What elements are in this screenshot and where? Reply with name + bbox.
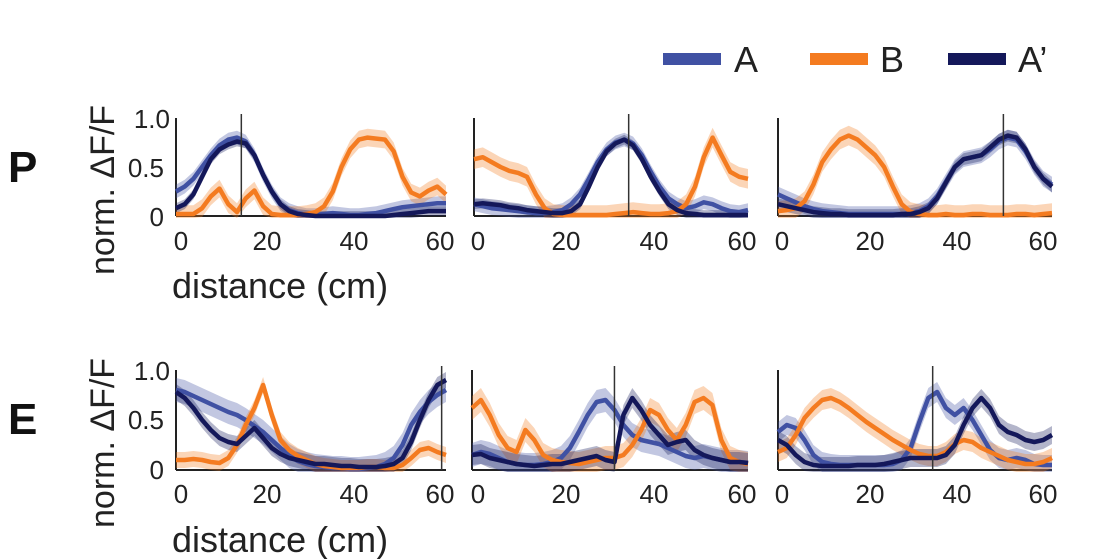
x-tick-label: 20 [856,479,885,509]
series-line-a-prime [776,395,1054,469]
x-tick-label: 40 [640,479,669,509]
x-ticks-p: 0 20 40 60 0 20 40 60 0 20 40 60 [174,226,1058,256]
x-tick-label: 20 [552,226,581,256]
x-tick-label: 20 [856,226,885,256]
panel-p-3 [777,114,1054,218]
error-band-b [474,127,748,218]
y-tick-label: 0.5 [128,405,164,435]
series-line-b [470,395,749,467]
series-line-a-prime [175,139,446,219]
x-tick-label: 40 [943,479,972,509]
series-line-a-prime [473,137,748,218]
x-tick-label: 20 [253,226,282,256]
x-tick-label: 40 [340,479,369,509]
y-tick-label: 1.0 [134,104,170,134]
x-tick-label: 20 [552,479,581,509]
y-axis-label-e: norm. ΔF/F [84,358,122,528]
y-tick-label: 0.5 [128,153,164,183]
panels [174,114,1054,472]
panel-p-2 [473,114,749,218]
x-ticks-e: 0 20 40 60 0 20 40 60 0 20 40 60 [174,479,1058,509]
series-line-b [176,135,448,218]
error-band-a [778,382,1052,472]
row-label-p: P [8,143,37,192]
x-tick-label: 0 [174,226,188,256]
y-ticks-p: 0 0.5 1.0 [128,104,170,232]
x-tick-label: 40 [943,226,972,256]
x-tick-label: 60 [426,479,455,509]
x-tick-label: 0 [174,479,188,509]
legend-label-a: A [734,39,758,80]
legend-label-a-prime: A’ [1018,39,1047,80]
x-tick-label: 60 [426,226,455,256]
panel-p-1 [174,114,448,219]
x-tick-label: 40 [340,226,369,256]
y-tick-label: 1.0 [134,356,170,386]
error-band-a [176,378,446,472]
error-band-a [176,130,446,218]
x-tick-label: 60 [728,226,757,256]
x-tick-label: 0 [471,226,485,256]
y-axis-label-p: norm. ΔF/F [84,105,122,275]
series-line-a-prime [174,378,448,470]
series-line-b [777,395,1053,467]
panel-e-2 [470,366,749,472]
series-line-a-prime [471,395,749,469]
y-ticks-e: 0 0.5 1.0 [128,356,170,485]
y-tick-label: 0 [150,455,164,485]
x-tick-label: 0 [775,479,789,509]
panel-e-1 [174,366,448,472]
x-tick-label: 20 [253,479,282,509]
series-line-a-prime [777,133,1054,218]
x-axis-label-p: distance (cm) [172,265,388,306]
row-label-e: E [8,395,37,444]
y-tick-label: 0 [150,202,164,232]
panel-e-3 [776,366,1054,472]
error-band-b [176,128,446,218]
x-tick-label: 60 [1029,479,1058,509]
legend-label-b: B [880,39,904,80]
x-tick-label: 40 [640,226,669,256]
legend-swatch-b [810,53,868,65]
error-band-a-prime [176,136,446,218]
legend-swatch-a [663,53,721,65]
legend: A B A’ [663,39,1047,80]
x-tick-label: 0 [471,479,485,509]
legend-swatch-a-prime [948,53,1006,65]
x-axis-label-e: distance (cm) [172,519,388,559]
x-tick-label: 60 [1029,226,1058,256]
series-line-b [473,135,749,218]
x-tick-label: 60 [728,479,757,509]
x-tick-label: 0 [775,226,789,256]
